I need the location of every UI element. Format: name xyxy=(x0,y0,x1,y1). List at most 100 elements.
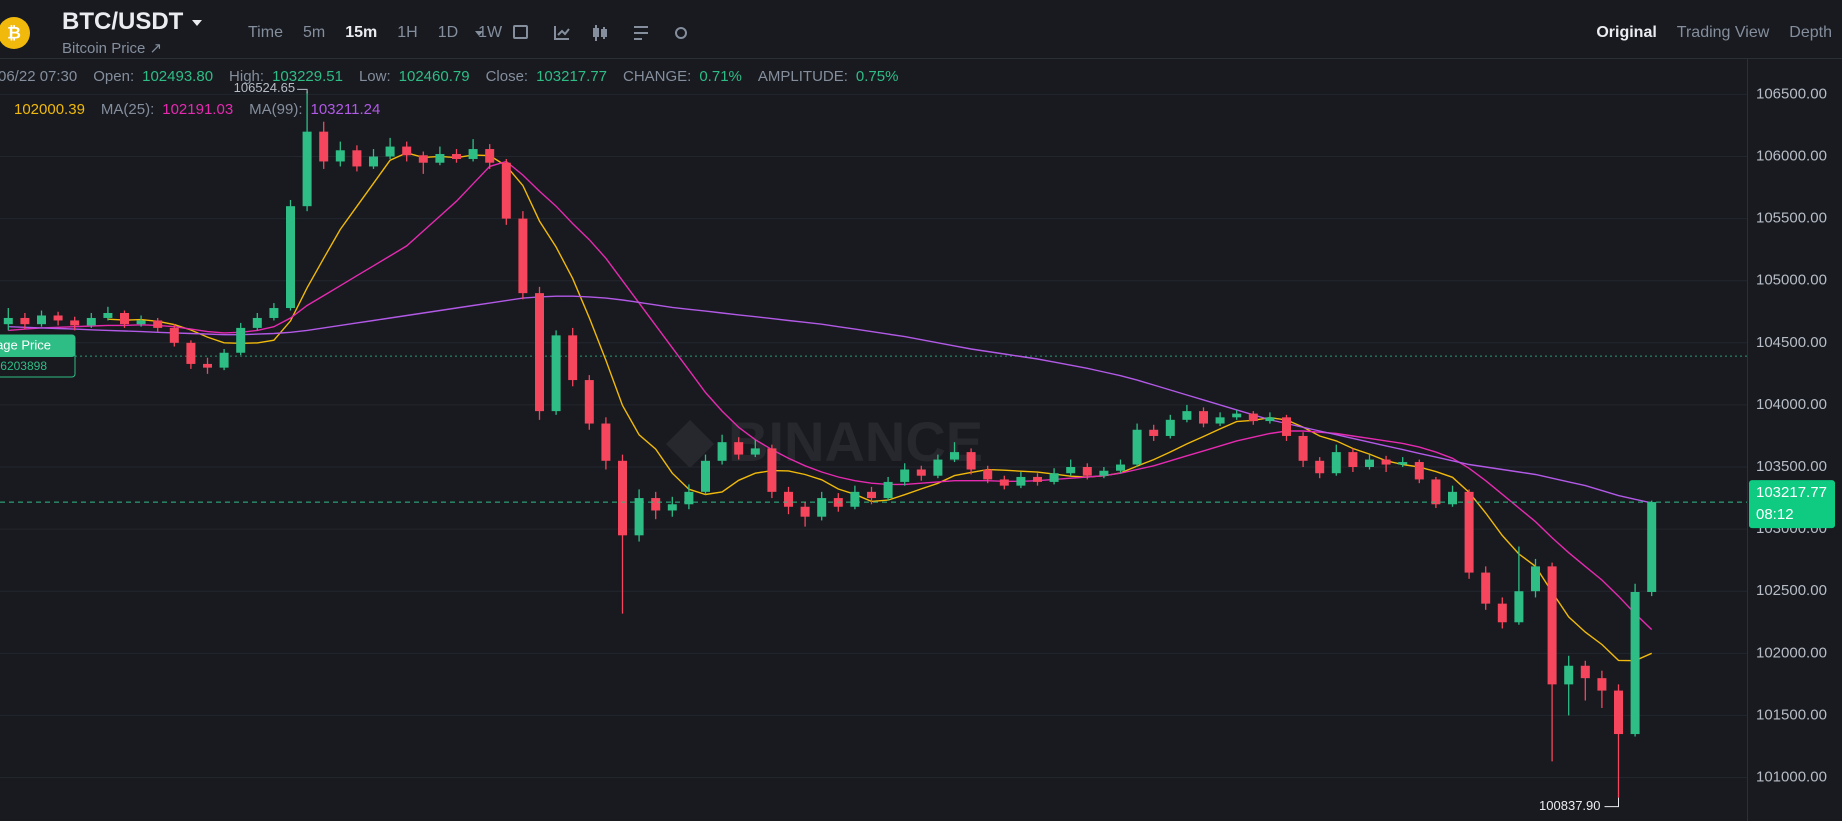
candle-body xyxy=(916,469,926,476)
interval-tab[interactable]: 1H xyxy=(397,24,418,41)
candle-body xyxy=(750,448,760,455)
toolbar-icons xyxy=(513,25,687,41)
ma-value: 102191.03 xyxy=(162,101,234,118)
interval-tab[interactable]: 5m xyxy=(302,24,326,41)
info-value: 103229.51 xyxy=(272,68,343,85)
candle-body xyxy=(850,491,860,507)
candle-body xyxy=(1630,591,1640,735)
interval-tab[interactable]: Time xyxy=(248,24,283,41)
layout-icon[interactable] xyxy=(634,26,648,40)
interval-tab[interactable]: 1D xyxy=(437,24,459,41)
calendar-icon[interactable] xyxy=(513,25,528,39)
y-tick-label: 105000.00 xyxy=(1756,272,1827,289)
candle-body xyxy=(1381,459,1391,465)
candle-body xyxy=(1232,413,1242,418)
candle-body xyxy=(286,206,295,309)
candle-body xyxy=(1481,572,1491,604)
candle-body xyxy=(734,442,744,455)
candle-body xyxy=(1298,435,1308,461)
candle-body xyxy=(319,131,329,162)
candle-body xyxy=(1514,591,1524,623)
candle-body xyxy=(983,469,993,480)
candle-body xyxy=(186,342,196,364)
candle-body xyxy=(568,335,578,381)
candle-body xyxy=(784,491,793,507)
candle-body xyxy=(1647,502,1657,592)
y-tick-label: 101000.00 xyxy=(1756,768,1827,785)
countdown: 08:12 xyxy=(1756,506,1794,523)
candle-body xyxy=(1099,470,1109,476)
y-tick-label: 104500.00 xyxy=(1756,334,1827,351)
info-value: 102493.80 xyxy=(142,68,214,85)
view-tabs: Original Trading View Depth xyxy=(1596,24,1832,42)
candle-body xyxy=(53,315,63,321)
y-tick-label: 101500.00 xyxy=(1756,706,1827,723)
watermark-text: BINANCE xyxy=(728,410,983,473)
candle-body xyxy=(933,459,943,476)
ma-label: MA(99): xyxy=(249,101,303,118)
view-tab[interactable]: Trading View xyxy=(1676,24,1770,41)
candle-body xyxy=(817,498,827,517)
settings-icon[interactable] xyxy=(675,27,687,39)
ma-line xyxy=(8,160,1653,631)
low-marker-label: 100837.90 xyxy=(1539,798,1600,813)
candle-body xyxy=(1165,419,1175,436)
candle-body xyxy=(1497,603,1507,623)
candle-body xyxy=(269,308,279,318)
symbol-dropdown[interactable] xyxy=(192,20,202,26)
interval-dropdown[interactable] xyxy=(475,31,483,36)
candle-icon[interactable] xyxy=(593,25,607,41)
candle-body xyxy=(70,320,80,326)
candle-body xyxy=(1614,690,1623,735)
candle-body xyxy=(86,317,96,326)
symbol[interactable]: BTC/USDT xyxy=(62,8,184,35)
candle-body xyxy=(302,131,312,207)
candle-body xyxy=(136,320,146,325)
candle-body xyxy=(1016,476,1026,486)
candle-body xyxy=(601,423,611,461)
candle-body xyxy=(1580,665,1590,679)
view-tab[interactable]: Original xyxy=(1596,24,1657,41)
view-tab[interactable]: Depth xyxy=(1789,24,1832,41)
interval-tab[interactable]: 15m xyxy=(345,24,378,41)
candle-body xyxy=(169,327,179,343)
ma-value: 103211.24 xyxy=(310,101,381,118)
candle-body xyxy=(1248,413,1258,422)
candle-body xyxy=(867,491,876,499)
info-label: Open: xyxy=(93,68,135,85)
interval-tab[interactable]: 1W xyxy=(478,24,503,41)
candle-body xyxy=(651,498,661,511)
candle-body xyxy=(667,504,677,511)
y-tick-label: 102500.00 xyxy=(1756,582,1827,599)
candle-body xyxy=(1365,459,1374,468)
interval-bar: Time 5m 15m 1H 1D 1W xyxy=(248,24,502,42)
coin-icon-glyph: ₿ xyxy=(7,23,21,42)
y-tick-label: 102000.00 xyxy=(1756,644,1827,661)
candle-body xyxy=(20,317,30,325)
candle-body xyxy=(1431,479,1441,505)
candle-body xyxy=(153,320,163,328)
candle-body xyxy=(418,155,428,163)
indicator-icon[interactable] xyxy=(554,26,570,40)
high-marker-line xyxy=(297,88,308,94)
candle-body xyxy=(1149,429,1159,436)
ma-label: MA(25): xyxy=(100,101,155,118)
candle-body xyxy=(767,448,777,492)
candle-body xyxy=(1082,467,1092,476)
candle-body xyxy=(999,479,1009,486)
candle-body xyxy=(369,156,378,167)
candle-body xyxy=(1215,417,1225,424)
avg-price-box-head xyxy=(0,335,75,357)
watermark-logo xyxy=(666,420,714,468)
info-label: CHANGE: xyxy=(623,68,692,85)
y-tick-label: 106500.00 xyxy=(1756,85,1827,102)
candle-body xyxy=(634,498,644,536)
candle-body xyxy=(219,352,229,368)
subtitle[interactable]: Bitcoin Price ↗ xyxy=(62,40,163,57)
y-tick-label: 105500.00 xyxy=(1756,210,1827,227)
info-label: High: xyxy=(229,68,265,85)
candle-body xyxy=(501,162,511,219)
candle-body xyxy=(37,315,46,325)
candle-body xyxy=(1132,429,1142,465)
